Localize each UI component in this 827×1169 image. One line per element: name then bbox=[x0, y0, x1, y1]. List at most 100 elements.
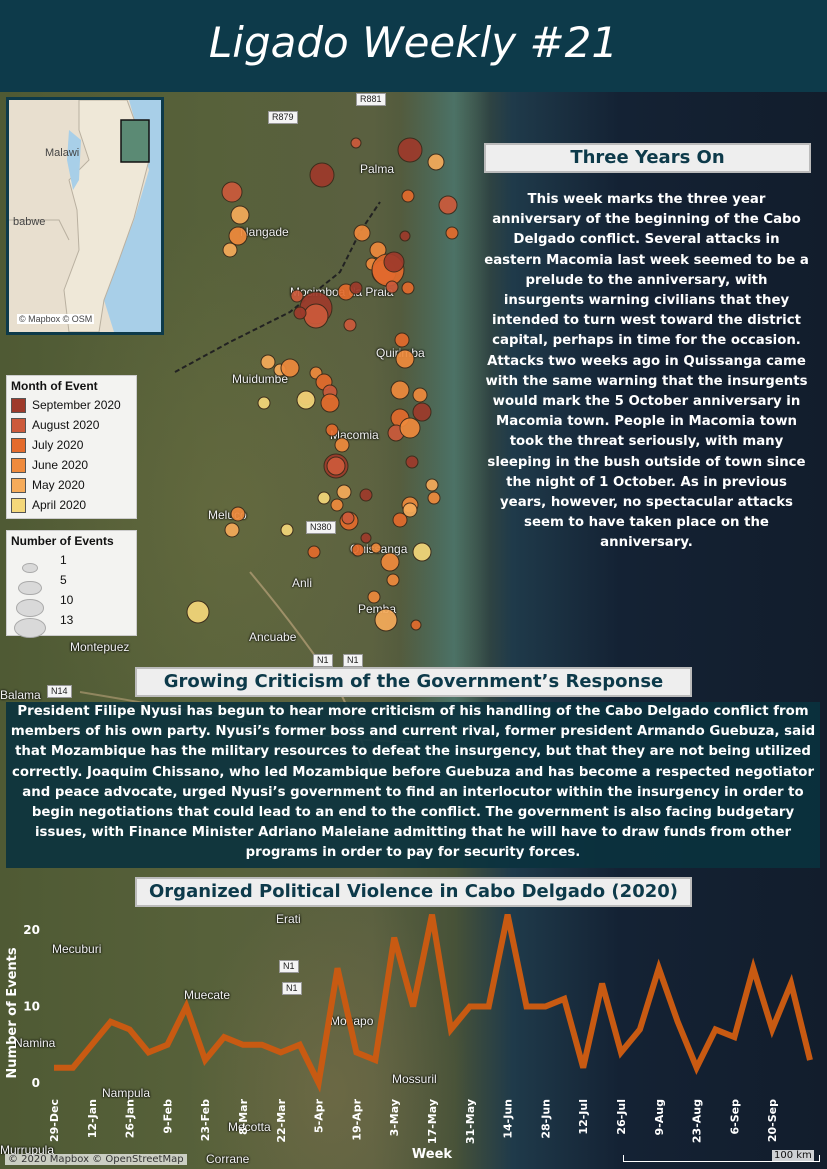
size-legend-circle bbox=[14, 618, 46, 638]
event-circle[interactable] bbox=[399, 417, 421, 439]
three-years-heading: Three Years On bbox=[484, 143, 811, 173]
event-circle[interactable] bbox=[410, 619, 422, 631]
event-circle[interactable] bbox=[359, 488, 373, 502]
inset-map[interactable]: Malawi babwe © Mapbox © OSM bbox=[6, 97, 164, 335]
event-circle[interactable] bbox=[280, 358, 300, 378]
event-circle[interactable] bbox=[309, 162, 335, 188]
event-circle[interactable] bbox=[290, 289, 304, 303]
event-circle[interactable] bbox=[349, 281, 363, 295]
event-circle[interactable] bbox=[350, 137, 362, 149]
x-tick-label: 9-Aug bbox=[653, 1099, 666, 1135]
x-tick-label: 19-Apr bbox=[350, 1098, 363, 1140]
month-legend-item: April 2020 bbox=[11, 498, 86, 514]
event-circle[interactable] bbox=[222, 242, 238, 258]
event-circle[interactable] bbox=[412, 542, 432, 562]
event-circle[interactable] bbox=[385, 280, 399, 294]
event-circle[interactable] bbox=[395, 349, 415, 369]
event-circle[interactable] bbox=[325, 423, 339, 437]
event-circle[interactable] bbox=[330, 498, 344, 512]
event-circle[interactable] bbox=[293, 306, 307, 320]
x-tick-label: 31-May bbox=[464, 1099, 477, 1144]
month-legend-item: May 2020 bbox=[11, 478, 85, 494]
event-circle[interactable] bbox=[296, 390, 316, 410]
place-label: Muidumbe bbox=[232, 372, 289, 386]
road-label: N1 bbox=[279, 960, 299, 973]
event-circle[interactable] bbox=[336, 484, 352, 500]
place-label: Montepuez bbox=[70, 640, 130, 654]
three-years-body: This week marks the three year anniversa… bbox=[484, 192, 809, 551]
event-circle[interactable] bbox=[374, 608, 398, 632]
event-circle[interactable] bbox=[392, 512, 408, 528]
event-circle[interactable] bbox=[390, 380, 410, 400]
scale-bar bbox=[623, 1155, 820, 1162]
place-label: Nangade bbox=[240, 225, 289, 239]
size-legend-title: Number of Events bbox=[11, 534, 114, 548]
event-circle[interactable] bbox=[260, 354, 276, 370]
event-circle[interactable] bbox=[427, 153, 445, 171]
event-circle[interactable] bbox=[425, 478, 439, 492]
size-legend-circle bbox=[22, 562, 38, 574]
size-legend-circle bbox=[15, 598, 45, 618]
event-circle[interactable] bbox=[230, 205, 250, 225]
place-label: Ancuabe bbox=[249, 630, 297, 644]
event-circle[interactable] bbox=[412, 387, 428, 403]
event-circle[interactable] bbox=[383, 251, 405, 273]
event-circle[interactable] bbox=[320, 393, 340, 413]
event-circle[interactable] bbox=[438, 195, 458, 215]
place-label: Mecotta bbox=[228, 1120, 271, 1134]
event-circle[interactable] bbox=[317, 491, 331, 505]
x-tick-label: 6-Sep bbox=[728, 1099, 741, 1135]
legend-swatch bbox=[11, 458, 26, 474]
legend-swatch bbox=[11, 498, 26, 514]
size-legend-label: 10 bbox=[60, 593, 74, 607]
event-circle[interactable] bbox=[257, 396, 271, 410]
event-circle[interactable] bbox=[360, 532, 372, 544]
event-circle[interactable] bbox=[343, 318, 357, 332]
event-circle[interactable] bbox=[230, 506, 246, 522]
criticism-heading: Growing Criticism of the Government’s Re… bbox=[135, 667, 692, 697]
event-circle[interactable] bbox=[402, 502, 418, 518]
event-circle[interactable] bbox=[401, 189, 415, 203]
event-circle[interactable] bbox=[353, 224, 371, 242]
event-circle[interactable] bbox=[224, 522, 240, 538]
y-axis-label: Number of Events bbox=[5, 947, 20, 1078]
event-circle[interactable] bbox=[367, 590, 381, 604]
x-tick-label: 22-Mar bbox=[275, 1098, 288, 1142]
month-legend-title: Month of Event bbox=[11, 379, 98, 393]
event-circle[interactable] bbox=[280, 523, 294, 537]
event-markers[interactable] bbox=[0, 0, 827, 700]
event-circle[interactable] bbox=[401, 281, 415, 295]
x-tick-label: 12-Jul bbox=[577, 1099, 590, 1135]
event-circle[interactable] bbox=[427, 491, 441, 505]
event-circle[interactable] bbox=[186, 600, 210, 624]
x-tick-label: 3-May bbox=[388, 1099, 401, 1136]
event-circle[interactable] bbox=[326, 456, 346, 476]
size-legend-label: 1 bbox=[60, 553, 67, 567]
event-circle[interactable] bbox=[380, 552, 400, 572]
road-label: N380 bbox=[306, 521, 336, 534]
event-circle[interactable] bbox=[228, 226, 248, 246]
event-circle[interactable] bbox=[221, 181, 243, 203]
event-circle[interactable] bbox=[445, 226, 459, 240]
event-circle[interactable] bbox=[386, 573, 400, 587]
month-legend: Month of Event September 2020 August 2020… bbox=[6, 375, 137, 519]
legend-swatch bbox=[11, 478, 26, 494]
event-circle[interactable] bbox=[341, 511, 355, 525]
x-tick-label: 26-Jul bbox=[615, 1099, 628, 1135]
event-circle[interactable] bbox=[334, 437, 350, 453]
size-legend-label: 5 bbox=[60, 573, 67, 587]
event-circle[interactable] bbox=[307, 545, 321, 559]
event-circle[interactable] bbox=[351, 543, 365, 557]
place-label: Namina bbox=[14, 1036, 56, 1050]
legend-swatch bbox=[11, 398, 26, 414]
event-circle[interactable] bbox=[397, 137, 423, 163]
event-circle[interactable] bbox=[412, 402, 432, 422]
event-circle[interactable] bbox=[370, 542, 382, 554]
event-circle[interactable] bbox=[399, 230, 411, 242]
x-tick-label: 14-Jun bbox=[502, 1099, 515, 1139]
place-label: Nampula bbox=[102, 1086, 151, 1100]
event-circle[interactable] bbox=[405, 455, 419, 469]
event-circle[interactable] bbox=[303, 303, 329, 329]
event-circle[interactable] bbox=[394, 332, 410, 348]
